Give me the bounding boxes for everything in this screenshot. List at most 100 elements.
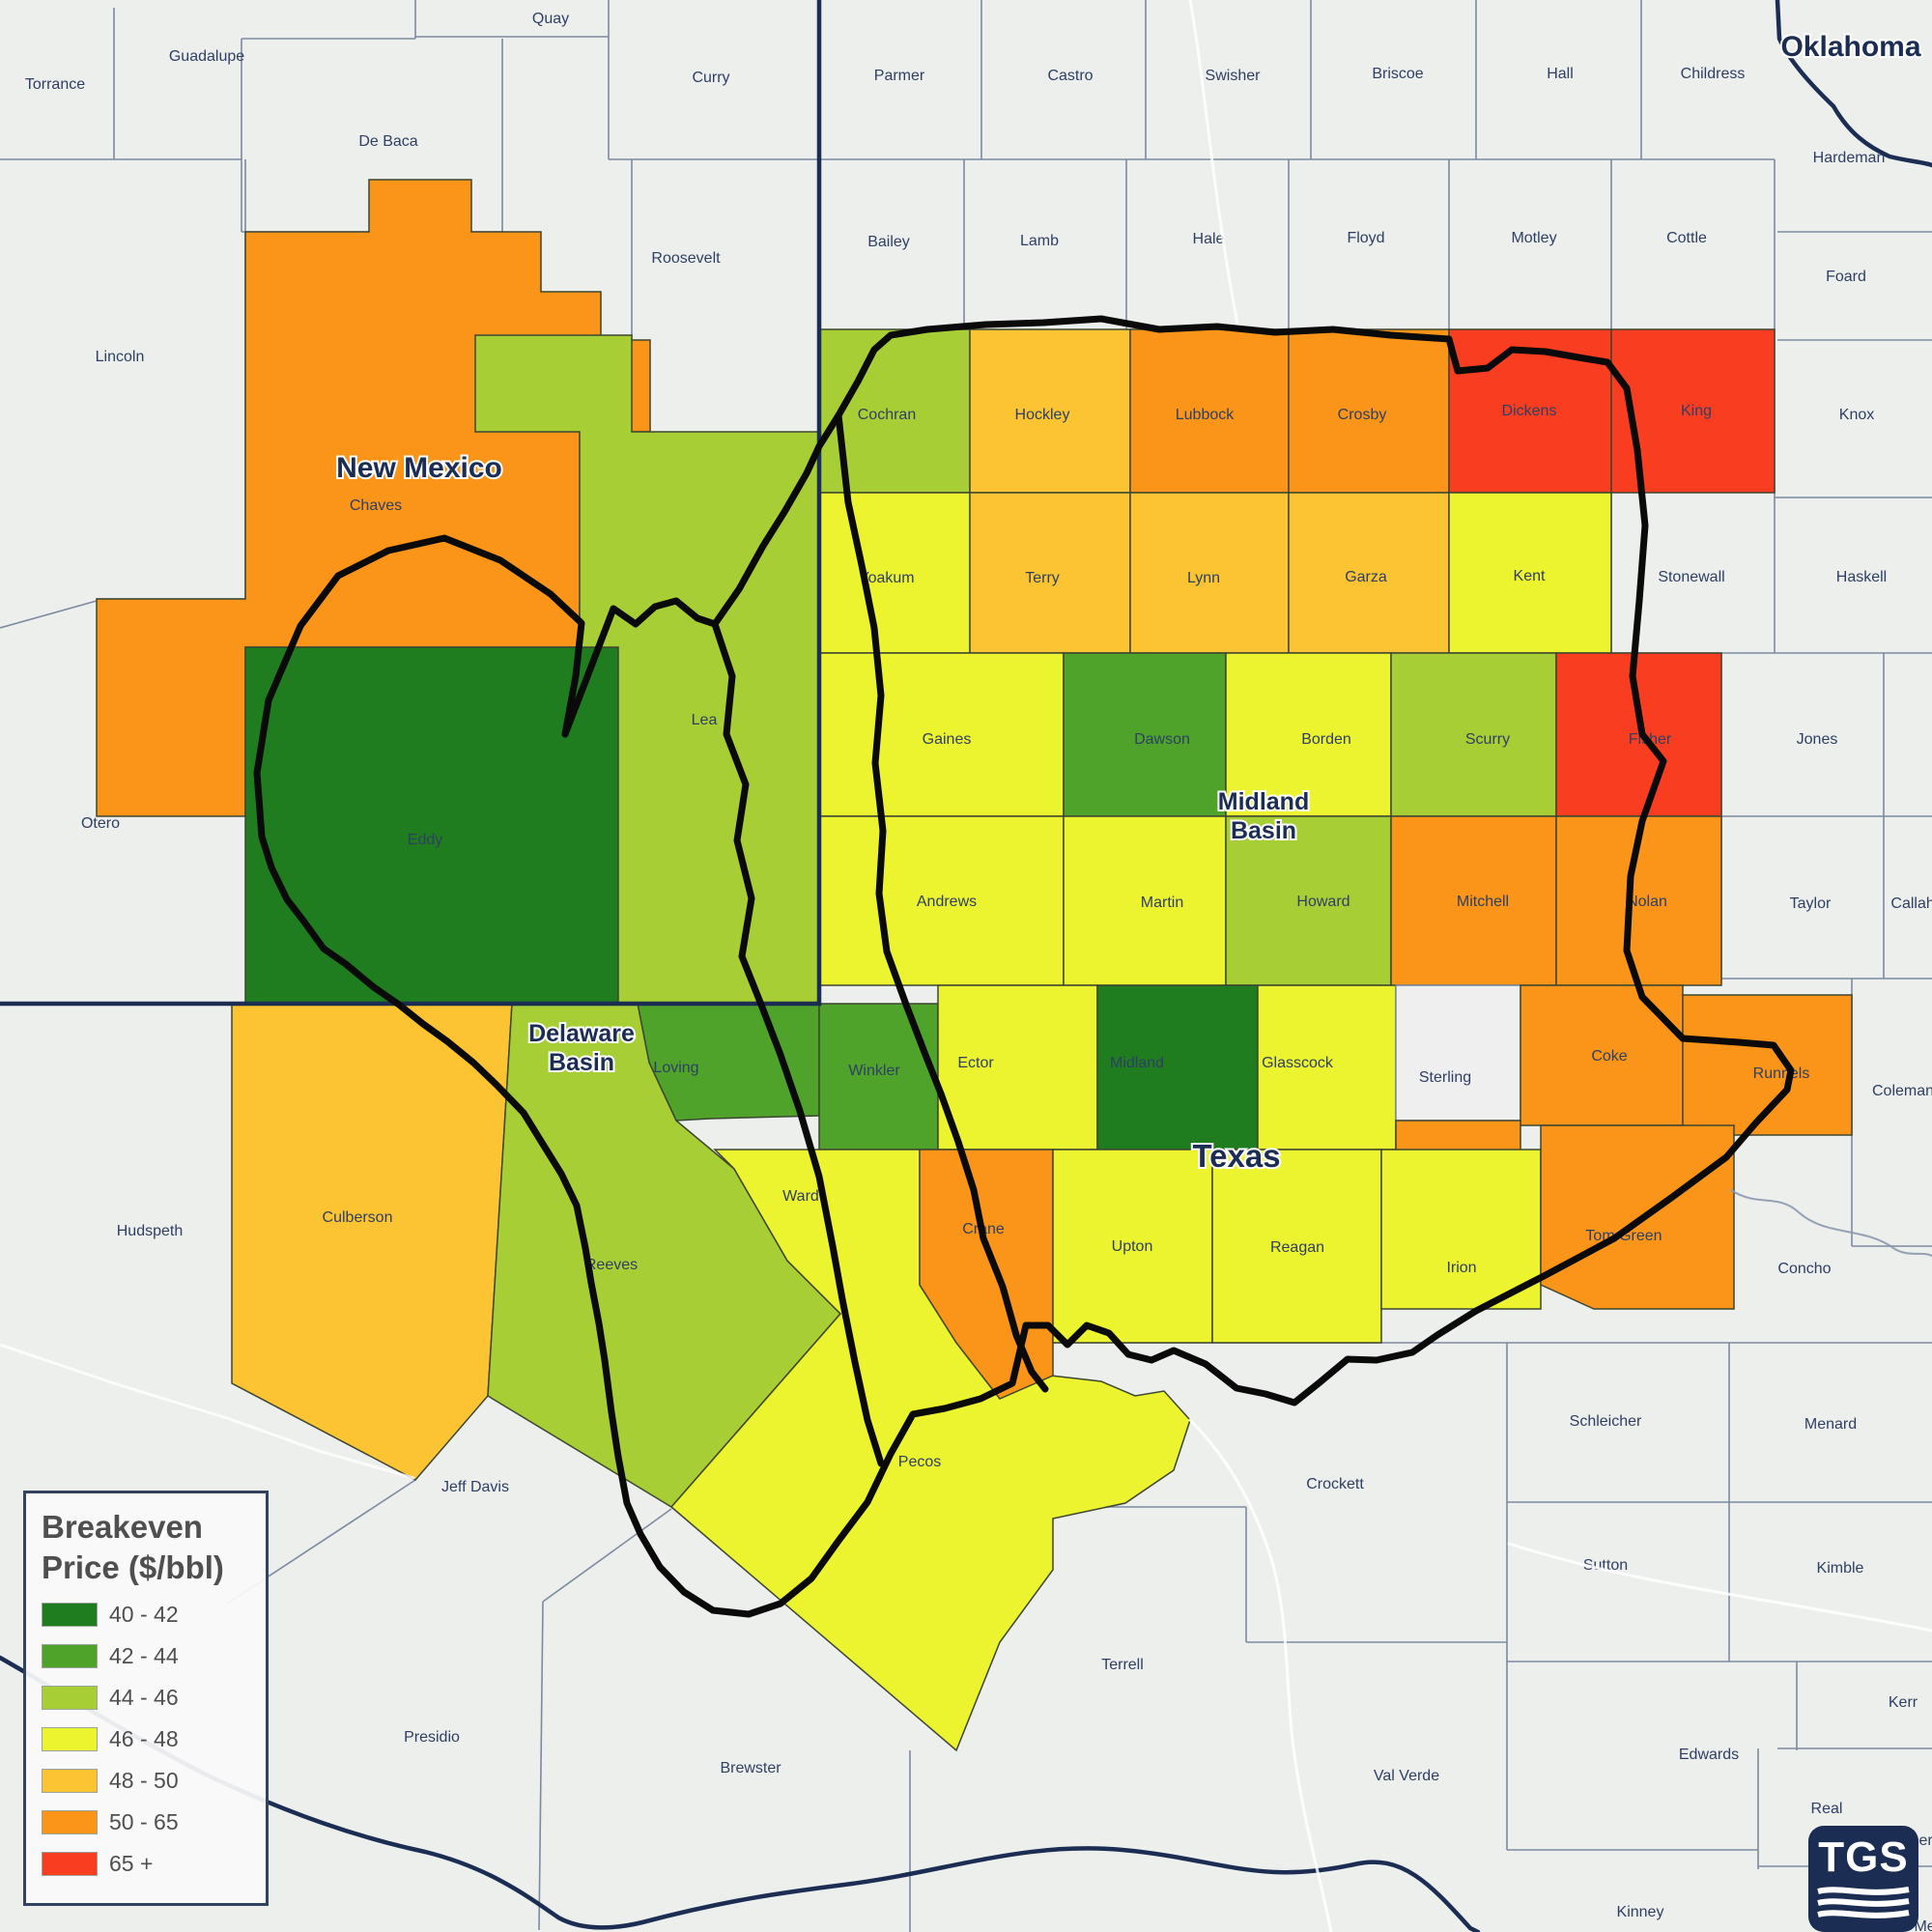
county-shape-howard (1225, 815, 1392, 986)
county-label-hall: Hall (1547, 66, 1574, 82)
legend-items: 40 - 42 42 - 44 44 - 46 46 - 48 48 - 50 50 - … (42, 1602, 266, 1877)
county-label-val-verde: Val Verde (1374, 1768, 1439, 1784)
basin-outline (835, 412, 1049, 1393)
county-shape-garza (1288, 492, 1450, 654)
county-label-cottle: Cottle (1666, 230, 1707, 246)
county-label-culberson: Culberson (323, 1209, 393, 1226)
county-label-mitchell: Mitchell (1457, 894, 1509, 910)
county-label-dickens: Dickens (1502, 403, 1557, 419)
county-label-upton: Upton (1112, 1238, 1153, 1255)
county-label-med: Med (1914, 1918, 1932, 1932)
county-label-swisher: Swisher (1206, 68, 1262, 84)
county-label-hardeman: Hardeman (1813, 150, 1886, 166)
county-label-cochran: Cochran (858, 407, 916, 423)
county-shape-fisher (1555, 652, 1722, 817)
county-shape-yoakum (818, 492, 971, 654)
county-label-floyd: Floyd (1347, 230, 1384, 246)
county-label-taylor: Taylor (1790, 895, 1832, 912)
legend-item-label: 48 - 50 (109, 1768, 179, 1793)
county-label-eddy: Eddy (408, 832, 442, 848)
county-label-kinney: Kinney (1617, 1904, 1664, 1920)
legend-title-line1: Breakeven (42, 1509, 203, 1545)
legend-item-label: 44 - 46 (109, 1685, 179, 1710)
county-shape-terry (969, 492, 1131, 654)
county-shape-martin (1063, 815, 1227, 986)
river-line (1188, 0, 1240, 331)
county-label-lubbock: Lubbock (1176, 407, 1235, 423)
basin-outline (253, 315, 1795, 1618)
basin-label-midland-basin: Basin (1231, 817, 1296, 844)
county-label-scurry: Scurry (1465, 731, 1510, 748)
legend-item: 42 - 44 (42, 1643, 266, 1669)
basin-label-midland-basin: Midland (1218, 788, 1309, 815)
county-shape-reagan (1211, 1149, 1382, 1344)
county-shape-borden (1225, 652, 1392, 817)
county-label-jones: Jones (1797, 731, 1838, 748)
legend-swatch-icon (42, 1727, 98, 1751)
county-label-de-baca: De Baca (358, 133, 417, 150)
legend-item-label: 50 - 65 (109, 1809, 179, 1834)
county-label-coke: Coke (1591, 1048, 1627, 1065)
county-label-jeff-davis: Jeff Davis (441, 1479, 509, 1495)
county-label-knox: Knox (1839, 407, 1874, 423)
legend-swatch-icon (42, 1603, 98, 1627)
state-label-oklahoma: Oklahoma (1780, 31, 1920, 63)
county-label-curry: Curry (692, 70, 729, 86)
county-label-motley: Motley (1511, 230, 1556, 246)
county-label-garza: Garza (1345, 569, 1387, 585)
county-label-pecos: Pecos (898, 1454, 941, 1470)
county-label-menard: Menard (1804, 1416, 1857, 1433)
county-label-real: Real (1811, 1801, 1843, 1817)
county-shape-tom-green-strip (1395, 1120, 1521, 1152)
basin-outline (711, 620, 885, 1467)
county-label-loving: Loving (653, 1060, 698, 1076)
county-label-guadalupe: Guadalupe (169, 48, 244, 65)
county-label-chaves: Chaves (350, 497, 402, 514)
county-shape-crosby (1288, 328, 1450, 494)
county-label-irion: Irion (1446, 1260, 1476, 1276)
legend-title-line2: Price ($/bbl) (42, 1549, 224, 1585)
state-border-line (1775, 0, 1932, 168)
state-border-line (0, 0, 822, 1007)
county-label-roosevelt: Roosevelt (651, 250, 721, 267)
county-label-haskell: Haskell (1836, 569, 1887, 585)
state-label-new-mexico: New Mexico (336, 452, 502, 484)
county-shape-sterling (1395, 984, 1521, 1122)
county-label-martin: Martin (1141, 895, 1183, 911)
county-label-lamb: Lamb (1020, 233, 1059, 249)
county-label-torrance: Torrance (25, 76, 85, 93)
county-label-runnels: Runnels (1753, 1065, 1810, 1082)
county-label-andrews: Andrews (917, 894, 977, 910)
basin-label-delaware-basin: Basin (549, 1049, 614, 1076)
county-label-concho: Concho (1777, 1261, 1831, 1277)
state-label-texas: Texas (1192, 1138, 1280, 1174)
state-borders (0, 0, 1932, 1007)
legend-swatch-icon (42, 1852, 98, 1876)
legend: Breakeven Price ($/bbl) 40 - 42 42 - 44 44… (23, 1491, 269, 1906)
county-label-bailey: Bailey (867, 234, 910, 250)
county-label-reagan: Reagan (1270, 1239, 1324, 1256)
county-label-sterling: Sterling (1419, 1069, 1471, 1086)
county-label-otero: Otero (81, 815, 120, 832)
county-shape-hockley (969, 328, 1131, 494)
county-label-king: King (1681, 403, 1712, 419)
county-label-ward: Ward (782, 1188, 819, 1205)
county-shape-tom-green (1540, 1124, 1735, 1310)
counties (96, 179, 1853, 1752)
county-shape-kent (1448, 492, 1612, 654)
river-line (0, 1343, 415, 1480)
county-label-ector: Ector (957, 1055, 994, 1071)
county-label-hockley: Hockley (1015, 407, 1070, 423)
legend-item: 65 + (42, 1851, 266, 1877)
legend-item: 48 - 50 (42, 1768, 266, 1794)
legend-item: 44 - 46 (42, 1685, 266, 1711)
county-label-dawson: Dawson (1134, 731, 1190, 748)
county-label-brewster: Brewster (720, 1760, 781, 1776)
county-label-kerr: Kerr (1889, 1694, 1918, 1711)
tgs-logo-waves-icon (1817, 1887, 1910, 1918)
county-shape-ector (937, 984, 1098, 1151)
county-label-kent: Kent (1514, 568, 1546, 584)
county-border-line (538, 1601, 544, 1931)
